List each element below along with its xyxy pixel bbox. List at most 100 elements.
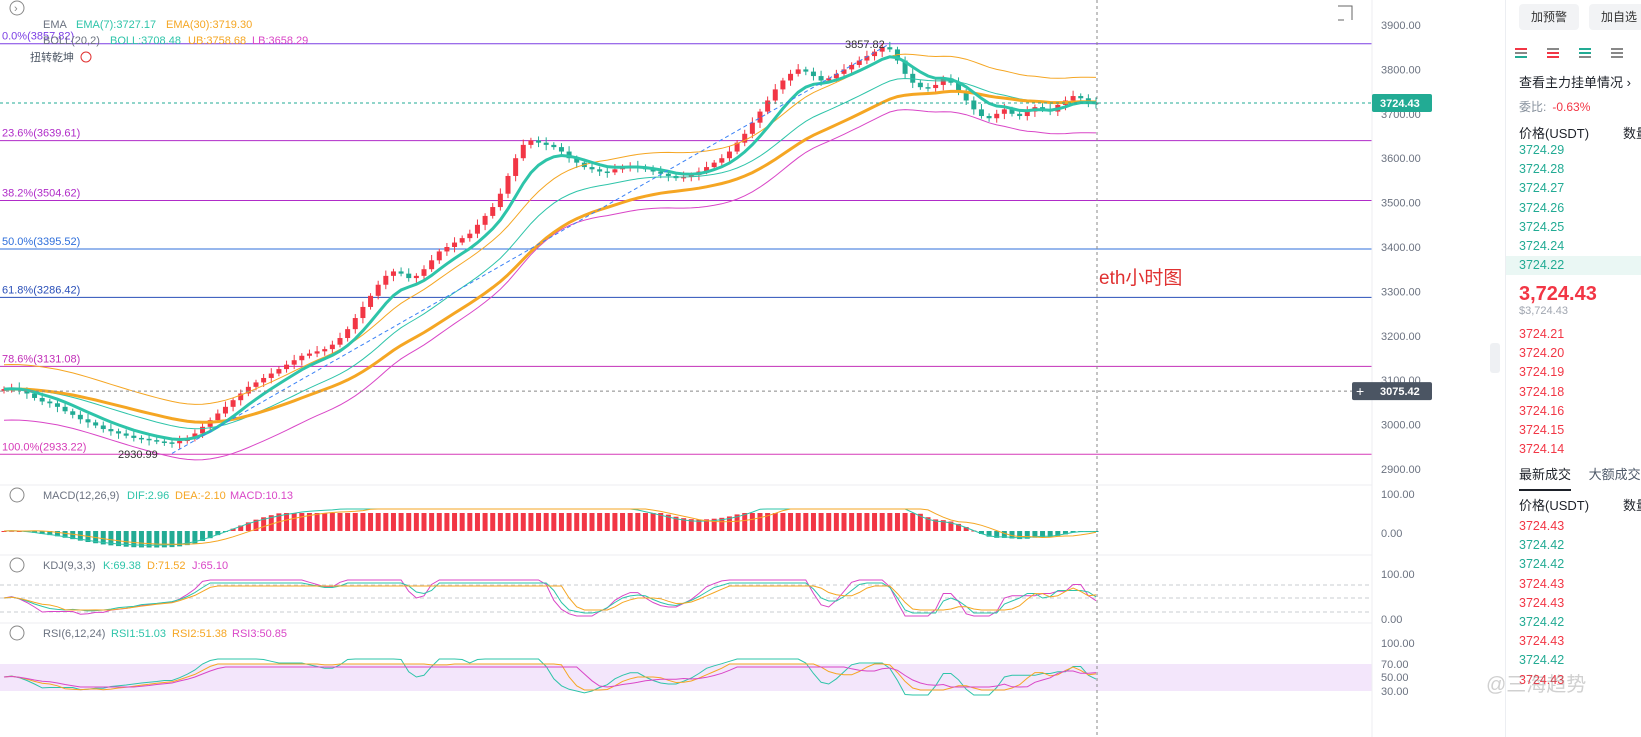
- macd-bar: [253, 519, 259, 531]
- add-alert-button[interactable]: 加预警: [1519, 4, 1580, 30]
- bid-row[interactable]: 3724.21: [1519, 327, 1565, 341]
- boll-ub-legend: UB:3758.68: [188, 35, 246, 47]
- macd-bar: [1024, 531, 1030, 539]
- tab-large-trades[interactable]: 大额成交: [1588, 467, 1641, 482]
- macd-bar: [207, 531, 213, 539]
- macd-bar: [742, 513, 748, 531]
- boll-legend-name: BOLL(20,2): [43, 35, 100, 47]
- candle-body: [1024, 111, 1030, 117]
- crosshair-price-label: 3075.42: [1380, 386, 1420, 398]
- macd-bar: [757, 513, 763, 531]
- trade-row[interactable]: 3724.43: [1519, 634, 1565, 649]
- candle-body: [1070, 96, 1076, 101]
- pane-legend-value: RSI3:50.85: [232, 628, 287, 640]
- orderbook-view-default-icon[interactable]: [1514, 46, 1528, 60]
- macd-bar: [482, 513, 488, 531]
- candle-body: [337, 338, 343, 345]
- orderbook-view-list-icon[interactable]: [1610, 46, 1624, 60]
- macd-bar: [780, 513, 786, 531]
- pane-legend-value: RSI2:51.38: [172, 628, 227, 640]
- macd-bar: [146, 531, 152, 548]
- candle-body: [597, 169, 603, 172]
- fib-label: 61.8%(3286.42): [2, 284, 80, 296]
- candle-body: [352, 318, 358, 330]
- candle-body: [1093, 102, 1099, 105]
- candle-body: [497, 193, 503, 208]
- bid-row[interactable]: 3724.19: [1519, 365, 1565, 380]
- macd-bar: [589, 513, 595, 531]
- macd-bar: [711, 518, 717, 531]
- trade-row[interactable]: 3724.43: [1519, 672, 1565, 687]
- pane-tick-label: 100.00: [1381, 489, 1415, 501]
- bid-row[interactable]: 3724.15: [1519, 423, 1565, 437]
- candle-body: [238, 393, 244, 401]
- ask-row[interactable]: 3724.29: [1519, 143, 1565, 157]
- high-marker: 3857.82: [845, 39, 885, 51]
- ask-row[interactable]: 3724.27: [1519, 181, 1565, 196]
- candle-body: [986, 116, 992, 119]
- ask-row[interactable]: 3724.24: [1519, 239, 1565, 253]
- candle-body: [536, 140, 542, 143]
- macd-bar: [925, 517, 931, 531]
- price-tick-label: 2900.00: [1381, 464, 1421, 476]
- orderbook-view-buy-icon[interactable]: [1546, 46, 1560, 60]
- main-orders-link[interactable]: 查看主力挂单情况 ›: [1519, 75, 1631, 90]
- bid-row[interactable]: 3724.20: [1519, 346, 1565, 361]
- macd-bar: [1001, 531, 1007, 538]
- candle-body: [459, 238, 465, 243]
- macd-bar: [54, 531, 60, 537]
- trade-row[interactable]: 3724.42: [1519, 538, 1565, 553]
- asks-qty-header: 数量: [1623, 126, 1641, 141]
- panel-collapse-handle[interactable]: [1490, 343, 1500, 373]
- macd-bar: [826, 513, 832, 531]
- candle-body: [650, 169, 656, 172]
- macd-bar: [994, 531, 1000, 538]
- trades-price-header: 价格(USDT): [1519, 498, 1590, 513]
- candle-body: [146, 438, 152, 441]
- trade-row[interactable]: 3724.42: [1519, 653, 1565, 668]
- pane-tick-label: 0.00: [1381, 528, 1402, 540]
- add-watchlist-button[interactable]: 加自选: [1589, 4, 1641, 30]
- trade-row[interactable]: 3724.43: [1519, 519, 1565, 533]
- macd-bar: [978, 531, 984, 535]
- macd-bar: [536, 513, 542, 531]
- price-tick-label: 3600.00: [1381, 153, 1421, 165]
- macd-bar: [47, 531, 53, 536]
- candle-body: [902, 60, 908, 74]
- pane-collapse-icon: [9, 625, 25, 641]
- macd-bar: [390, 513, 396, 531]
- candle-body: [329, 344, 335, 350]
- candle-body: [749, 122, 755, 134]
- bid-row[interactable]: 3724.16: [1519, 403, 1565, 418]
- trade-row[interactable]: 3724.43: [1519, 576, 1565, 591]
- trade-row[interactable]: 3724.42: [1519, 557, 1565, 572]
- macd-bar: [581, 513, 587, 531]
- price-tick-label: 3300.00: [1381, 286, 1421, 298]
- candle-body: [933, 84, 939, 89]
- tab-latest-trades[interactable]: 最新成交: [1519, 464, 1572, 491]
- rsi3-line: [3, 666, 1097, 688]
- pane-legend-value: MACD:10.13: [230, 490, 293, 502]
- trade-row[interactable]: 3724.43: [1519, 595, 1565, 610]
- macd-bar: [131, 531, 137, 548]
- ask-row[interactable]: 3724.25: [1519, 219, 1565, 234]
- macd-bar: [765, 513, 771, 531]
- orderbook-view-sell-icon[interactable]: [1578, 46, 1592, 60]
- ask-row[interactable]: 3724.22: [1519, 258, 1565, 273]
- fib-label: 0.0%(3857.82): [2, 31, 74, 43]
- macd-bar: [788, 513, 794, 531]
- macd-bar: [238, 525, 244, 531]
- candle-body: [711, 162, 717, 168]
- ema-legend-name: EMA: [43, 19, 68, 31]
- asks-price-header: 价格(USDT): [1519, 126, 1590, 141]
- eth-hourly-chart[interactable]: 0.0%(3857.82) 23.6%(3639.61) 38.2%(3504.62…: [0, 0, 1505, 737]
- ask-row[interactable]: 3724.26: [1519, 200, 1565, 215]
- ask-row[interactable]: 3724.28: [1519, 162, 1565, 177]
- candle-body: [780, 80, 786, 90]
- trade-row[interactable]: 3724.42: [1519, 615, 1565, 629]
- bid-row[interactable]: 3724.18: [1519, 384, 1565, 399]
- bid-row[interactable]: 3724.14: [1519, 442, 1565, 457]
- candle-body: [169, 442, 175, 444]
- candle-body: [910, 73, 916, 83]
- candle-body: [177, 441, 183, 444]
